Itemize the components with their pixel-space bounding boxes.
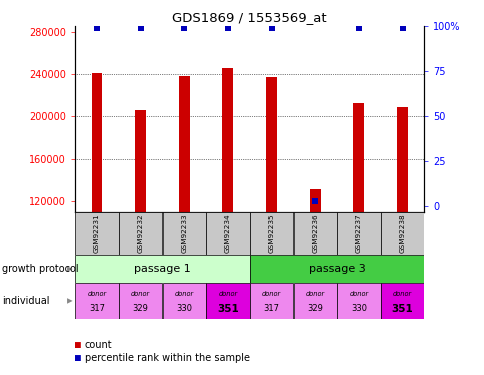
Text: donor: donor [392, 291, 411, 297]
Text: donor: donor [348, 291, 368, 297]
Text: GSM92233: GSM92233 [181, 214, 187, 253]
Point [93, 25, 101, 31]
Text: 329: 329 [133, 304, 148, 313]
Text: donor: donor [87, 291, 106, 297]
Text: donor: donor [261, 291, 281, 297]
Text: ■: ■ [75, 353, 81, 363]
Bar [206, 283, 249, 319]
Bar [293, 283, 336, 319]
Bar [293, 212, 336, 255]
Text: GSM92238: GSM92238 [399, 214, 405, 253]
Bar [75, 283, 119, 319]
Bar [91, 73, 102, 328]
Point [180, 25, 188, 31]
Text: donor: donor [131, 291, 150, 297]
Point [224, 25, 231, 31]
Bar [135, 110, 146, 328]
Text: 329: 329 [307, 304, 322, 313]
Bar [249, 283, 293, 319]
Text: growth protocol: growth protocol [2, 264, 79, 274]
Bar [309, 189, 320, 328]
Text: 330: 330 [176, 304, 192, 313]
Text: 330: 330 [350, 304, 366, 313]
Point [267, 25, 275, 31]
Bar [336, 283, 380, 319]
Bar [162, 212, 206, 255]
Text: count: count [85, 340, 112, 350]
Bar [353, 103, 363, 328]
Text: ■: ■ [75, 340, 81, 350]
Text: GSM92236: GSM92236 [312, 214, 318, 253]
Bar [206, 212, 249, 255]
Text: donor: donor [218, 291, 237, 297]
Point [354, 25, 362, 31]
Title: GDS1869 / 1553569_at: GDS1869 / 1553569_at [172, 11, 326, 24]
Bar [75, 212, 119, 255]
Text: GSM92231: GSM92231 [94, 214, 100, 253]
Text: 317: 317 [89, 304, 105, 313]
Text: individual: individual [2, 296, 50, 306]
Text: GSM92237: GSM92237 [355, 214, 361, 253]
Bar [179, 76, 189, 328]
Bar [380, 283, 424, 319]
Bar [162, 283, 206, 319]
Bar [249, 212, 293, 255]
Bar [396, 107, 407, 328]
Text: passage 1: passage 1 [134, 264, 191, 274]
Bar [249, 255, 424, 283]
Point [136, 25, 144, 31]
Bar [119, 212, 162, 255]
Text: GSM92232: GSM92232 [137, 214, 143, 253]
Bar [222, 68, 233, 328]
Point [398, 25, 406, 31]
Text: percentile rank within the sample: percentile rank within the sample [85, 353, 249, 363]
Point [311, 198, 318, 204]
Text: 351: 351 [391, 304, 412, 314]
Text: GSM92234: GSM92234 [225, 214, 230, 253]
Text: 351: 351 [217, 304, 238, 314]
Bar [266, 77, 276, 328]
Text: 317: 317 [263, 304, 279, 313]
Bar [119, 283, 162, 319]
Bar [336, 212, 380, 255]
Text: donor: donor [305, 291, 324, 297]
Bar [380, 212, 424, 255]
Text: passage 3: passage 3 [308, 264, 365, 274]
Text: GSM92235: GSM92235 [268, 214, 274, 253]
Text: donor: donor [174, 291, 194, 297]
Bar [75, 255, 249, 283]
